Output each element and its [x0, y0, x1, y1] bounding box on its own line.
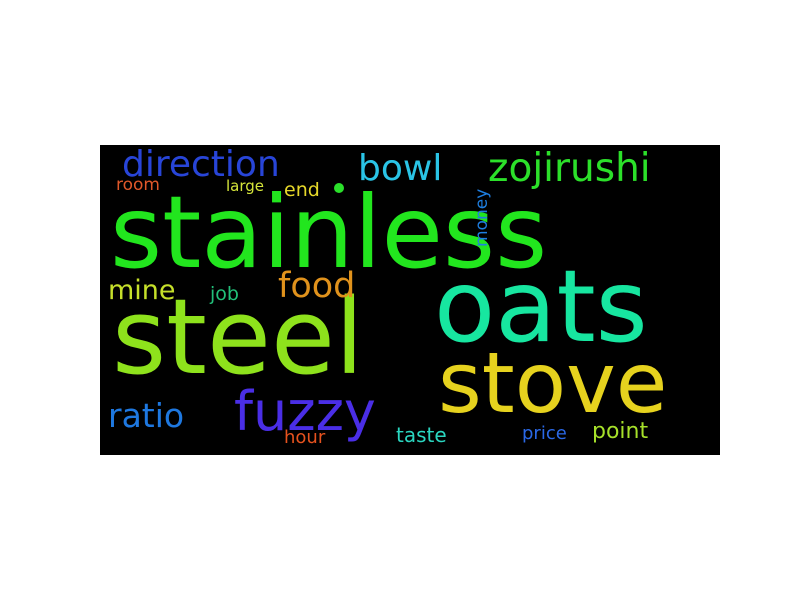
word-stainless: stainless: [110, 174, 548, 291]
word-dot: [334, 183, 344, 193]
word-steel: steel: [112, 276, 364, 398]
word-end: end: [284, 179, 320, 201]
word-food: food: [278, 266, 356, 306]
word-mine: mine: [108, 275, 176, 306]
word-oats: oats: [434, 248, 648, 365]
word-zojirushi: zojirushi: [488, 146, 651, 191]
word-cloud: stainless steel oats stove fuzzy directi…: [100, 145, 720, 455]
word-job: job: [210, 283, 239, 305]
word-stove: stove: [438, 334, 668, 432]
word-direction: direction: [122, 145, 280, 185]
word-ratio: ratio: [108, 396, 185, 435]
word-room: room: [116, 175, 160, 195]
word-money: money: [472, 188, 492, 247]
word-hour: hour: [284, 427, 326, 448]
word-taste: taste: [396, 423, 447, 447]
word-point: point: [592, 419, 649, 444]
word-bowl: bowl: [358, 148, 443, 189]
word-large: large: [226, 177, 265, 195]
word-fuzzy: fuzzy: [234, 380, 376, 443]
word-price: price: [522, 423, 567, 444]
